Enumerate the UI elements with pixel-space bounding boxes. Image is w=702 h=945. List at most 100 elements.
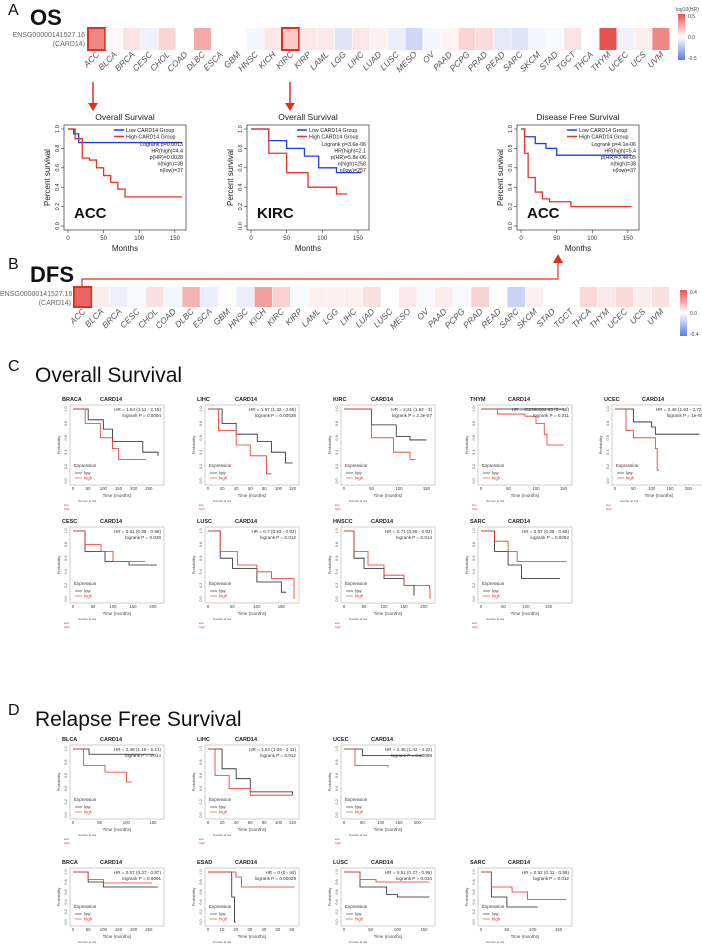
panel-label-d: D <box>8 702 20 719</box>
y-tick-label: 0.6 <box>508 164 514 172</box>
plot-frame <box>611 404 702 486</box>
survival-curve-high <box>68 128 182 198</box>
y-axis-label: Probability <box>327 556 332 575</box>
x-tick-label: 50 <box>369 486 374 491</box>
logrank-p: logrank P = 0.0091 <box>122 876 161 881</box>
gene-label: CARD14 <box>235 737 258 743</box>
y-tick-label: 0.2 <box>335 583 339 588</box>
gene-label: CARD14 <box>100 519 123 525</box>
legend-label: high <box>492 917 501 922</box>
arrow-kirc-head <box>285 103 295 111</box>
x-axis-label: Time (months) <box>238 493 267 498</box>
y-axis-label: Probability <box>56 888 61 907</box>
legend-title: Expression <box>482 463 505 468</box>
y-axis-label: Probability <box>464 888 469 907</box>
y-axis-label: Probability <box>56 773 61 792</box>
x-axis-label: Time (months) <box>238 611 267 616</box>
risk-row-label: low <box>335 503 340 507</box>
stat-text: Logrank p=4.1e-06 <box>591 142 636 148</box>
legend-tick: 0.4 <box>690 290 697 296</box>
survival-curve-high <box>481 871 567 900</box>
legend-label: high <box>355 917 364 922</box>
survival-curve-high <box>208 408 272 475</box>
y-axis-label: Probability <box>56 436 61 455</box>
legend-label: low <box>492 589 499 594</box>
legend-label: high <box>84 476 93 481</box>
y-tick-label: 0.8 <box>64 421 68 426</box>
risk-table-title: Number at risk <box>78 940 97 944</box>
legend-label: Low CARD14 Group <box>126 128 174 134</box>
y-tick-label: 0.0 <box>238 222 244 230</box>
risk-table-title: Number at risk <box>486 617 505 621</box>
y-tick-label: 0.4 <box>472 899 476 904</box>
legend-title: Expression <box>482 904 505 909</box>
survival-curve-low <box>615 408 700 435</box>
y-tick-label: 0.0 <box>64 812 68 817</box>
legend-label: high <box>492 594 501 599</box>
y-tick-label: 0.2 <box>238 203 244 211</box>
y-tick-label: 0.4 <box>508 183 514 191</box>
x-axis-label: Time (months) <box>238 827 267 832</box>
y-tick-label: 0.6 <box>199 773 203 778</box>
x-tick-label: 100 <box>275 820 283 825</box>
y-tick-label: 1.0 <box>472 869 476 874</box>
risk-table-title: Number at risk <box>349 499 368 503</box>
os-gene-label: ENSG00000141527.16 (CARD14) <box>0 31 85 49</box>
y-tick-label: 0.6 <box>335 889 339 894</box>
x-tick-label: 120 <box>289 486 297 491</box>
heatmap-cell-kirc <box>272 287 291 307</box>
x-tick-label: 100 <box>377 820 385 825</box>
x-tick-label: 200 <box>130 486 138 491</box>
heatmap-cell-meso <box>405 28 423 50</box>
cancer-label: ACC <box>527 205 560 222</box>
heatmap-cell-lusc <box>387 28 405 50</box>
x-axis-label: Time (months) <box>103 611 132 616</box>
hazard-ratio: HR = 0.7 (0.53 - 0.93) <box>251 529 296 534</box>
legend-title: Expression <box>345 581 368 586</box>
cancer-type: LIHC <box>197 737 210 743</box>
x-tick-label: 0 <box>207 927 210 932</box>
legend-label: low <box>626 471 633 476</box>
risk-table-title: Number at risk <box>486 940 505 944</box>
x-tick-label: 0 <box>249 236 253 242</box>
y-tick-label: 0.4 <box>606 450 610 455</box>
x-tick-label: 150 <box>423 486 431 491</box>
y-tick-label: 0.4 <box>335 786 339 791</box>
legend-label: high <box>626 476 635 481</box>
y-tick-label: 0.2 <box>199 583 203 588</box>
y-tick-label: 0.8 <box>64 542 68 547</box>
y-tick-label: 0.6 <box>335 556 339 561</box>
x-tick-label: 100 <box>523 604 531 609</box>
x-tick-label: 60 <box>248 820 253 825</box>
y-tick-label: 1.0 <box>199 869 203 874</box>
x-tick-label: 200 <box>149 604 157 609</box>
x-tick-label: 150 <box>555 927 563 932</box>
y-tick-label: 0.8 <box>335 542 339 547</box>
x-tick-label: 150 <box>129 604 137 609</box>
x-tick-label: 120 <box>289 820 297 825</box>
x-axis-label: Time (months) <box>374 611 403 616</box>
x-tick-label: 0 <box>343 927 346 932</box>
risk-row-label: low <box>472 503 477 507</box>
legend-label: low <box>84 589 91 594</box>
heatmap-cell-esca <box>211 28 229 50</box>
legend-label: low <box>84 912 91 917</box>
x-tick-label: 100 <box>100 927 108 932</box>
panel-label-c: C <box>8 358 20 375</box>
x-tick-label: 150 <box>395 820 403 825</box>
plot-frame <box>340 404 436 486</box>
x-tick-label: 0 <box>343 486 346 491</box>
x-tick-label: 0 <box>480 486 483 491</box>
y-tick-label: 0.0 <box>472 596 476 601</box>
y-tick-label: 0.4 <box>64 569 68 574</box>
y-tick-label: 1.0 <box>199 406 203 411</box>
heatmap-cell-paad <box>435 287 453 307</box>
legend-title: Expression <box>345 797 368 802</box>
y-tick-label: 0.6 <box>606 435 610 440</box>
y-axis-label: Probability <box>598 436 603 455</box>
y-tick-label: 1.0 <box>335 406 339 411</box>
